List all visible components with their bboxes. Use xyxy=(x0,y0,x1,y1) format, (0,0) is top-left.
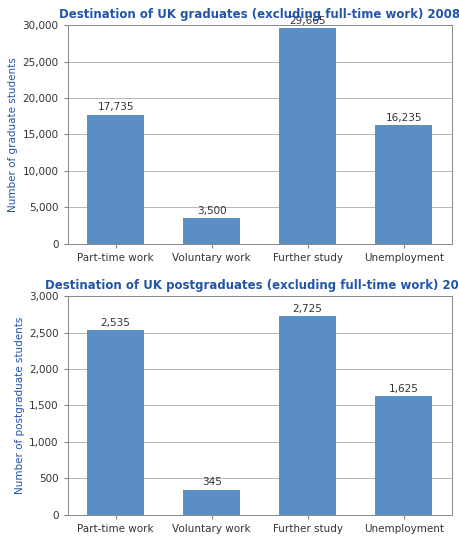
Text: 2,535: 2,535 xyxy=(101,318,130,328)
Bar xyxy=(183,218,240,244)
Text: 2,725: 2,725 xyxy=(292,304,322,314)
Y-axis label: Number of graduate students: Number of graduate students xyxy=(8,57,18,212)
Bar xyxy=(87,330,144,515)
Bar xyxy=(374,396,431,515)
Text: 16,235: 16,235 xyxy=(385,113,421,123)
Text: 345: 345 xyxy=(202,478,221,487)
Text: 3,500: 3,500 xyxy=(196,206,226,216)
Bar xyxy=(87,114,144,244)
Y-axis label: Number of postgraduate students: Number of postgraduate students xyxy=(15,317,25,494)
Text: 17,735: 17,735 xyxy=(97,102,134,112)
Title: Destination of UK postgraduates (excluding full-time work) 2008: Destination of UK postgraduates (excludi… xyxy=(45,279,459,292)
Text: 29,665: 29,665 xyxy=(289,16,325,25)
Bar xyxy=(183,489,240,515)
Bar xyxy=(374,125,431,244)
Text: 1,625: 1,625 xyxy=(388,384,418,394)
Bar xyxy=(278,317,336,515)
Bar xyxy=(278,28,336,244)
Title: Destination of UK graduates (excluding full-time work) 2008: Destination of UK graduates (excluding f… xyxy=(59,8,459,21)
